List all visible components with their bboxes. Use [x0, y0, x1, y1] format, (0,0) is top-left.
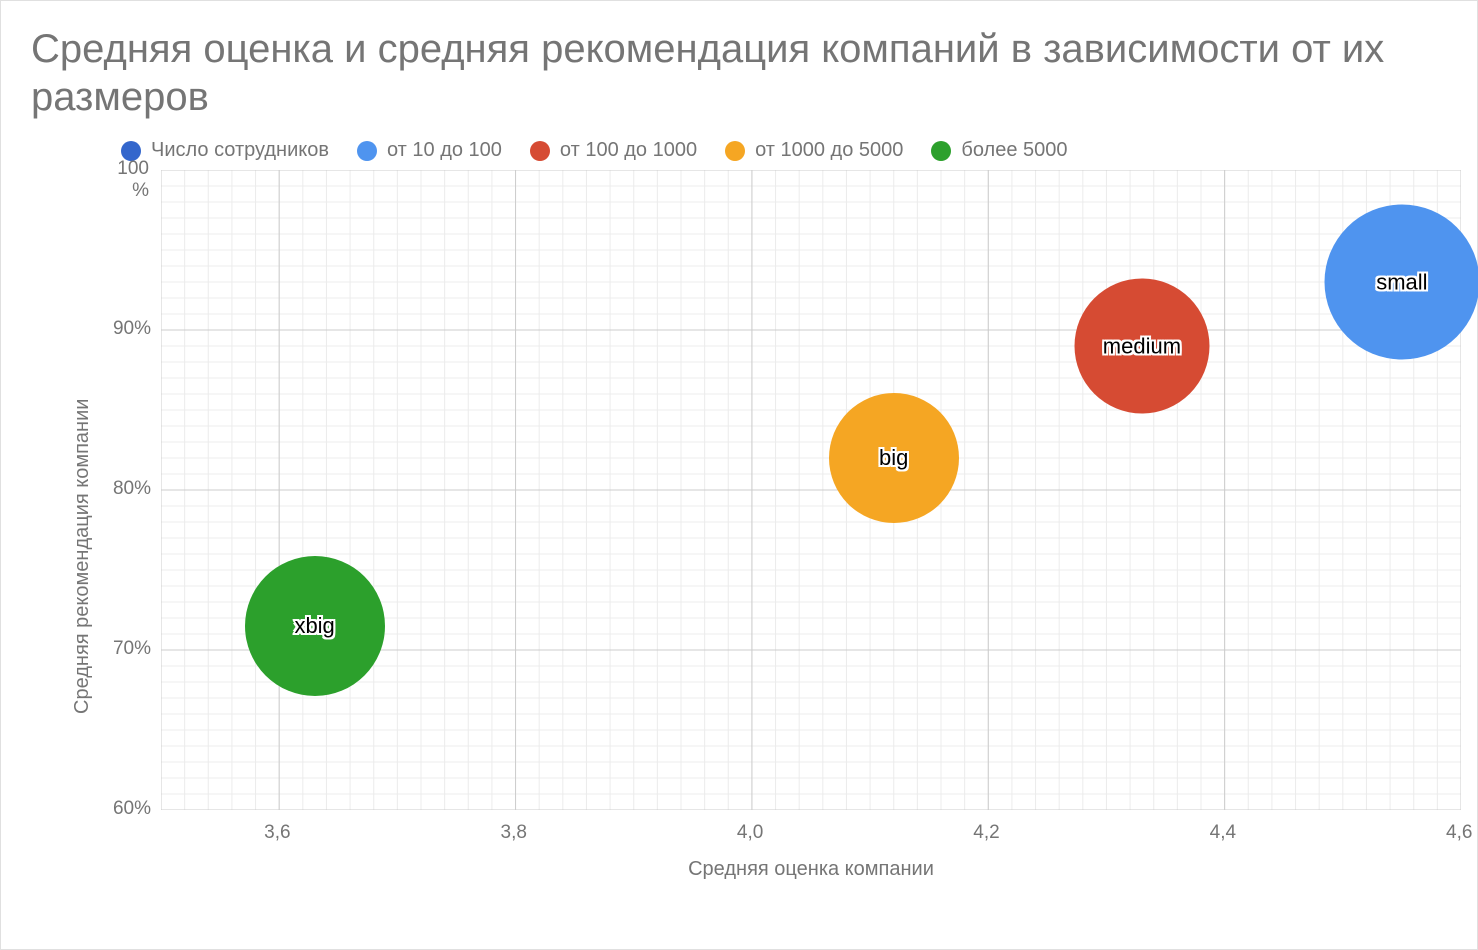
legend-label: от 100 до 1000 — [560, 139, 697, 162]
x-tick-label: 3,6 — [264, 822, 290, 844]
bubble-label: xbig — [294, 613, 334, 639]
legend-swatch — [530, 141, 550, 161]
plot-wrap: Средняя рекомендация компании xbigbigmed… — [91, 170, 1447, 881]
x-tick-label: 4,4 — [1210, 822, 1236, 844]
y-axis-title: Средняя рекомендация компании — [71, 399, 94, 714]
legend-label: более 5000 — [961, 139, 1067, 162]
legend-swatch — [931, 141, 951, 161]
chart-title: Средняя оценка и средняя рекомендация ко… — [31, 25, 1447, 121]
y-tick-label: 100% — [99, 158, 149, 202]
bubble-small[interactable]: small — [1324, 205, 1478, 360]
legend-item[interactable]: от 100 до 1000 — [530, 139, 697, 162]
legend-swatch — [725, 141, 745, 161]
bubble-xbig[interactable]: xbig — [245, 556, 385, 696]
legend-item[interactable]: более 5000 — [931, 139, 1067, 162]
y-tick-label: 90% — [106, 318, 151, 340]
chart-card: Средняя оценка и средняя рекомендация ко… — [0, 0, 1478, 950]
legend-item[interactable]: Число сотрудников — [121, 139, 329, 162]
legend-label: Число сотрудников — [151, 139, 329, 162]
x-tick-label: 4,2 — [973, 822, 999, 844]
x-tick-label: 3,8 — [501, 822, 527, 844]
legend-item[interactable]: от 1000 до 5000 — [725, 139, 903, 162]
bubble-label: medium — [1103, 333, 1181, 359]
bubble-big[interactable]: big — [829, 393, 959, 523]
x-tick-label: 4,6 — [1446, 822, 1472, 844]
legend-item[interactable]: от 10 до 100 — [357, 139, 502, 162]
y-tick-label: 80% — [106, 478, 151, 500]
legend-swatch — [357, 141, 377, 161]
x-tick-label: 4,0 — [737, 822, 763, 844]
y-tick-label: 70% — [106, 638, 151, 660]
x-axis-title: Средняя оценка компании — [161, 858, 1461, 881]
bubbles-layer: xbig big medium small — [161, 170, 1461, 810]
bubble-label: small — [1376, 269, 1427, 295]
bubble-medium[interactable]: medium — [1074, 279, 1209, 414]
bubble-label: big — [879, 445, 908, 471]
legend-label: от 10 до 100 — [387, 139, 502, 162]
y-tick-label: 60% — [106, 798, 151, 820]
plot-area: xbigbigmediumsmall 3,63,84,04,24,44,6 60… — [161, 170, 1461, 810]
chart-legend: Число сотрудников от 10 до 100 от 100 до 1… — [121, 139, 1447, 162]
legend-label: от 1000 до 5000 — [755, 139, 903, 162]
